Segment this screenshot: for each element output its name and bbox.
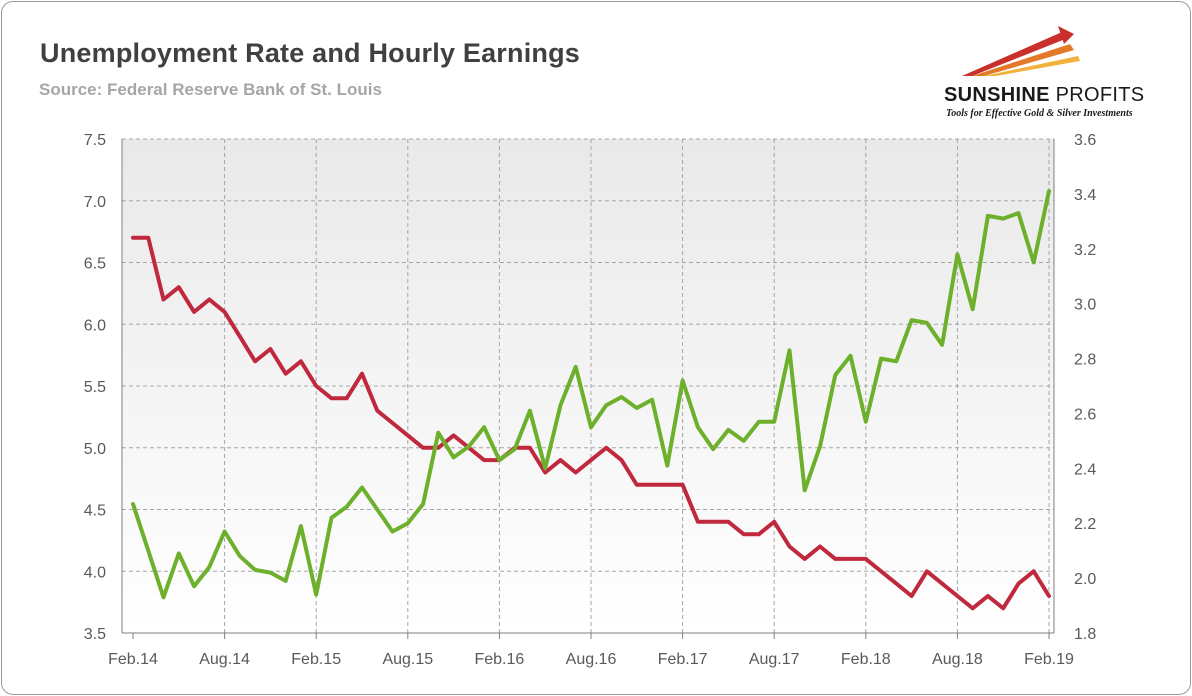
x-tick-label: Feb.17 — [658, 651, 708, 668]
x-tick-label: Feb.19 — [1024, 651, 1074, 668]
y-left-tick-label: 6.5 — [84, 256, 106, 273]
y-right-tick-label: 3.4 — [1074, 187, 1096, 204]
x-tick-label: Aug.14 — [199, 651, 250, 668]
x-tick-label: Feb.14 — [108, 651, 158, 668]
y-left-tick-label: 5.5 — [84, 379, 106, 396]
y-right-tick-label: 2.4 — [1074, 461, 1096, 478]
y-right-tick-label: 2.2 — [1074, 516, 1096, 533]
logo-arrow-icon — [962, 26, 1080, 76]
y-right-tick-label: 1.8 — [1074, 626, 1096, 643]
y-right-tick-label: 2.0 — [1074, 571, 1096, 588]
series-line-unemployment-rate — [131, 235, 1051, 611]
y-right-tick-label: 2.6 — [1074, 406, 1096, 423]
y-right-tick-label: 2.8 — [1074, 352, 1096, 369]
y-right-tick-label: 3.2 — [1074, 242, 1096, 259]
y-left-tick-label: 4.5 — [84, 503, 106, 520]
logo-tagline: Tools for Effective Gold & Silver Invest… — [946, 108, 1133, 119]
sunshine-profits-logo: SUNSHINE PROFITS Tools for Effective Gol… — [932, 24, 1172, 124]
y-left-tick-label: 7.0 — [84, 194, 106, 211]
y-right-tick-label: 3.6 — [1074, 132, 1096, 149]
x-tick-label: Feb.18 — [841, 651, 891, 668]
y-right-tick-label: 3.0 — [1074, 297, 1096, 314]
x-tick-label: Feb.16 — [474, 651, 524, 668]
chart-title: Unemployment Rate and Hourly Earnings — [40, 38, 580, 68]
logo-name-bold: SUNSHINE — [944, 84, 1050, 106]
chart-subtitle: Source: Federal Reserve Bank of St. Loui… — [39, 80, 382, 99]
logo-name-light: PROFITS — [1049, 84, 1145, 106]
x-tick-label: Aug.17 — [749, 651, 800, 668]
y-left-tick-label: 7.5 — [84, 132, 106, 149]
x-tick-label: Feb.15 — [291, 651, 341, 668]
x-tick-label: Aug.16 — [566, 651, 617, 668]
series-line-hourly-earnings — [131, 189, 1051, 600]
y-left-tick-label: 6.0 — [84, 317, 106, 334]
y-left-tick-label: 5.0 — [84, 441, 106, 458]
y-left-tick-label: 4.0 — [84, 564, 106, 581]
logo-name: SUNSHINE PROFITS — [944, 84, 1144, 107]
y-left-tick-label: 3.5 — [84, 626, 106, 643]
x-tick-label: Aug.18 — [932, 651, 983, 668]
x-tick-label: Aug.15 — [382, 651, 433, 668]
